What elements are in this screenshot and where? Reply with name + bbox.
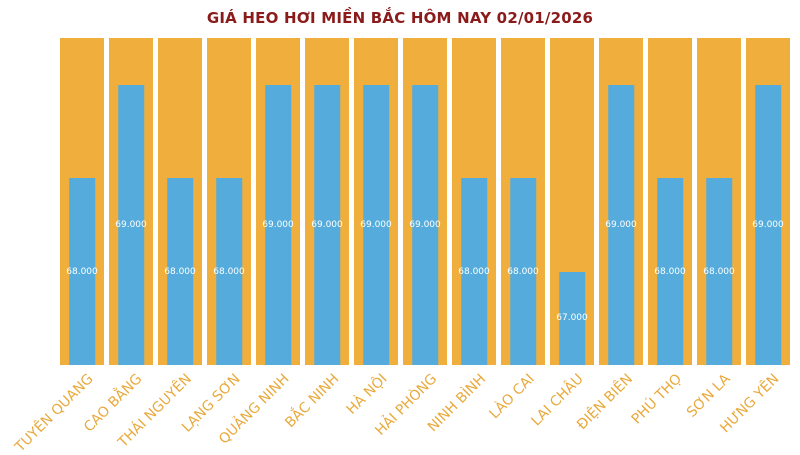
category-column: 68.000 bbox=[60, 38, 104, 365]
category-label-text: TUYÊN QUANG bbox=[12, 371, 97, 455]
value-label: 68.000 bbox=[703, 266, 735, 277]
value-bar: 68.000 bbox=[654, 178, 686, 365]
category-column: 69.000 bbox=[354, 38, 398, 365]
value-label: 69.000 bbox=[409, 219, 441, 230]
category-column: 69.000 bbox=[256, 38, 300, 365]
value-label: 69.000 bbox=[262, 219, 294, 230]
value-label: 69.000 bbox=[752, 219, 784, 230]
value-bar: 69.000 bbox=[605, 84, 637, 365]
chart-title: GIÁ HEO HƠI MIỀN BẮC HÔM NAY 02/01/2026 bbox=[206, 9, 594, 27]
value-label: 68.000 bbox=[507, 266, 539, 277]
category-column: 68.000 bbox=[501, 38, 545, 365]
category-label-text: HÀ NỘI bbox=[344, 371, 391, 418]
value-bar: 69.000 bbox=[262, 84, 294, 365]
value-label: 69.000 bbox=[311, 219, 343, 230]
value-bar: 68.000 bbox=[507, 178, 539, 365]
category-label: HƯNG YÊN bbox=[718, 369, 790, 455]
category-column: 68.000 bbox=[158, 38, 202, 365]
value-label: 68.000 bbox=[66, 266, 98, 277]
value-bar: 67.000 bbox=[556, 271, 588, 365]
x-axis-labels: TUYÊN QUANG CAO BẰNG THÁI NGUYÊN LẠNG SƠN QU… bbox=[12, 369, 790, 455]
category-column: 68.000 bbox=[648, 38, 692, 365]
category-column: 69.000 bbox=[109, 38, 153, 365]
category-column: 67.000 bbox=[550, 38, 594, 365]
value-bar: 68.000 bbox=[458, 178, 490, 365]
value-label: 68.000 bbox=[164, 266, 196, 277]
category-column: 69.000 bbox=[599, 38, 643, 365]
value-bar: 69.000 bbox=[752, 84, 784, 365]
category-column: 69.000 bbox=[305, 38, 349, 365]
value-bar: 68.000 bbox=[213, 178, 245, 365]
value-bar: 69.000 bbox=[311, 84, 343, 365]
value-label: 69.000 bbox=[605, 219, 637, 230]
value-label: 69.000 bbox=[115, 219, 147, 230]
value-label: 67.000 bbox=[556, 313, 588, 324]
value-bar: 68.000 bbox=[66, 178, 98, 365]
category-column: 68.000 bbox=[697, 38, 741, 365]
value-bar: 68.000 bbox=[703, 178, 735, 365]
value-bar: 69.000 bbox=[360, 84, 392, 365]
category-column: 68.000 bbox=[207, 38, 251, 365]
value-label: 68.000 bbox=[654, 266, 686, 277]
category-column: 69.000 bbox=[746, 38, 790, 365]
value-bar: 68.000 bbox=[164, 178, 196, 365]
category-label: PHÚ THỌ bbox=[628, 369, 692, 455]
value-label: 68.000 bbox=[213, 266, 245, 277]
value-bar: 69.000 bbox=[115, 84, 147, 365]
category-label: BẮC NINH bbox=[282, 369, 349, 455]
value-label: 69.000 bbox=[360, 219, 392, 230]
value-bar: 69.000 bbox=[409, 84, 441, 365]
category-column: 68.000 bbox=[452, 38, 496, 365]
chart-area: 68.000 69.000 68.000 68.000 69.000 69.000 69.0… bbox=[60, 38, 790, 365]
category-column: 69.000 bbox=[403, 38, 447, 365]
value-label: 68.000 bbox=[458, 266, 490, 277]
